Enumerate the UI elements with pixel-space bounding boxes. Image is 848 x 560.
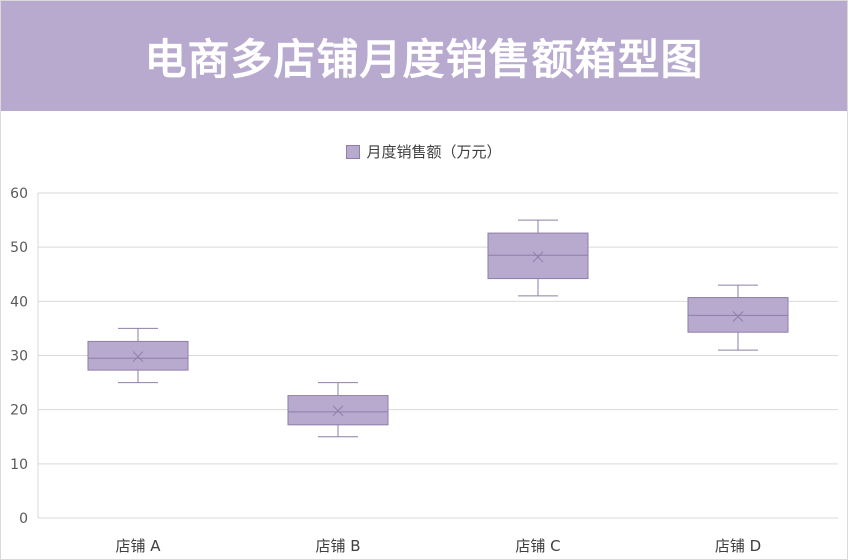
x-category-label: 店铺 B [315,537,360,555]
chart-title: 电商多店铺月度销售额箱型图 [144,34,704,84]
y-tick-label: 50 [10,240,28,256]
x-category-label: 店铺 D [715,537,761,555]
legend-swatch [346,144,361,159]
box-iqr [687,297,789,333]
y-tick-label: 60 [10,186,28,202]
y-tick-label: 20 [10,403,28,419]
legend: 月度销售额（万元） [1,141,847,162]
mean-marker [132,351,144,362]
y-tick-label: 30 [10,349,28,365]
y-tick-label: 0 [19,511,28,527]
mean-marker [332,405,344,417]
mean-marker [732,311,744,322]
legend-label: 月度销售额（万元） [366,143,502,161]
title-bar: 电商多店铺月度销售额箱型图 [1,1,847,111]
x-category-label: 店铺 A [115,537,161,555]
y-tick-label: 10 [10,457,28,473]
y-tick-label: 40 [10,294,28,310]
box-iqr [87,340,189,371]
box-iqr [487,232,589,280]
mean-marker [532,251,544,263]
x-category-label: 店铺 C [515,537,560,555]
